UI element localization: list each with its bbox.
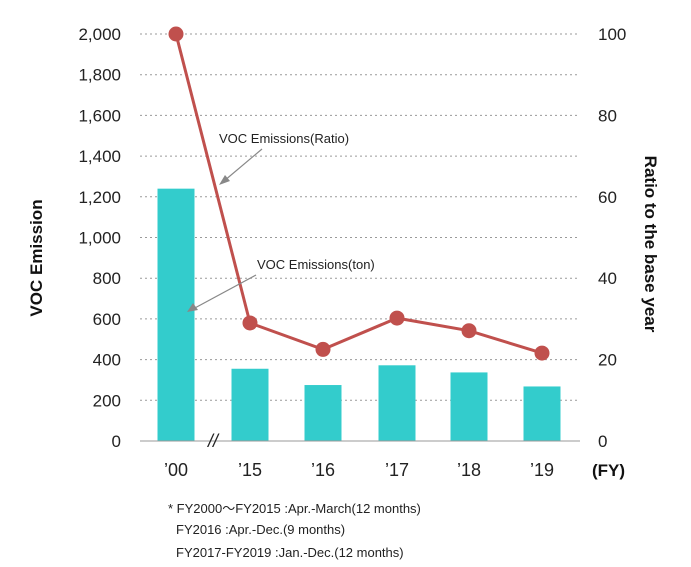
- ratio-point: [461, 323, 477, 339]
- line-series-voc-emissions-ratio: [168, 26, 550, 361]
- annotation-ton-label: VOC Emissions(ton): [257, 257, 375, 272]
- left-tick-label: 200: [93, 391, 121, 410]
- ratio-point: [168, 26, 184, 42]
- category-labels: ’00 ’15 ’16 ’17 ’18 ’19: [164, 460, 554, 480]
- gridlines: [140, 33, 580, 401]
- bar: [304, 385, 342, 441]
- right-tick-label: 60: [598, 188, 617, 207]
- left-tick-label: 600: [93, 310, 121, 329]
- footnote-line-3: FY2017-FY2019 :Jan.-Dec.(12 months): [176, 545, 404, 560]
- left-tick-label: 400: [93, 351, 121, 370]
- category-label: ’19: [530, 460, 554, 480]
- right-tick-label: 80: [598, 106, 617, 125]
- category-label: ’15: [238, 460, 262, 480]
- ratio-point: [534, 345, 550, 361]
- left-axis-ticks: 0 200 400 600 800 1,000 1,200 1,400 1,600 1,800 2,…: [78, 25, 121, 451]
- bar: [450, 372, 488, 441]
- right-axis-ticks: 0 20 40 60 80 100: [598, 25, 626, 451]
- right-axis-title: Ratio to the base year: [641, 156, 660, 333]
- ratio-line: [174, 33, 543, 355]
- left-tick-label: 2,000: [78, 25, 121, 44]
- bar: [523, 386, 561, 441]
- right-tick-label: 0: [598, 432, 607, 451]
- annotation-arrow-ton: [192, 274, 257, 310]
- left-tick-label: 800: [93, 269, 121, 288]
- ratio-point: [242, 315, 258, 331]
- annotation-arrowhead-ton: [187, 303, 198, 312]
- ratio-point: [389, 310, 405, 326]
- axis-break-mark: //: [206, 431, 220, 451]
- left-tick-label: 1,400: [78, 147, 121, 166]
- annotation-arrow-ratio: [223, 148, 263, 182]
- left-tick-label: 1,800: [78, 66, 121, 85]
- annotation-arrowhead-ratio: [219, 175, 230, 185]
- left-tick-label: 0: [112, 432, 121, 451]
- category-label: ’17: [385, 460, 409, 480]
- footnote-line-2: FY2016 :Apr.-Dec.(9 months): [176, 522, 346, 537]
- right-tick-label: 20: [598, 351, 617, 370]
- category-label: ’16: [311, 460, 335, 480]
- left-axis-title: VOC Emission: [27, 199, 46, 316]
- footnote-line-1: * FY2000～FY2015 :Apr.-March(12 months): [168, 501, 421, 516]
- left-tick-label: 1,600: [78, 106, 121, 125]
- category-label: ’18: [457, 460, 481, 480]
- x-axis-unit: (FY): [592, 461, 625, 480]
- bar: [157, 188, 195, 441]
- right-tick-label: 40: [598, 269, 617, 288]
- right-tick-label: 100: [598, 25, 626, 44]
- annotation-ratio-label: VOC Emissions(Ratio): [219, 131, 349, 146]
- bar: [231, 368, 269, 441]
- ratio-point: [315, 341, 331, 357]
- left-tick-label: 1,000: [78, 229, 121, 248]
- bar: [378, 365, 416, 441]
- category-label: ’00: [164, 460, 188, 480]
- bar-series-voc-emissions-ton: [157, 188, 561, 441]
- left-tick-label: 1,200: [78, 188, 121, 207]
